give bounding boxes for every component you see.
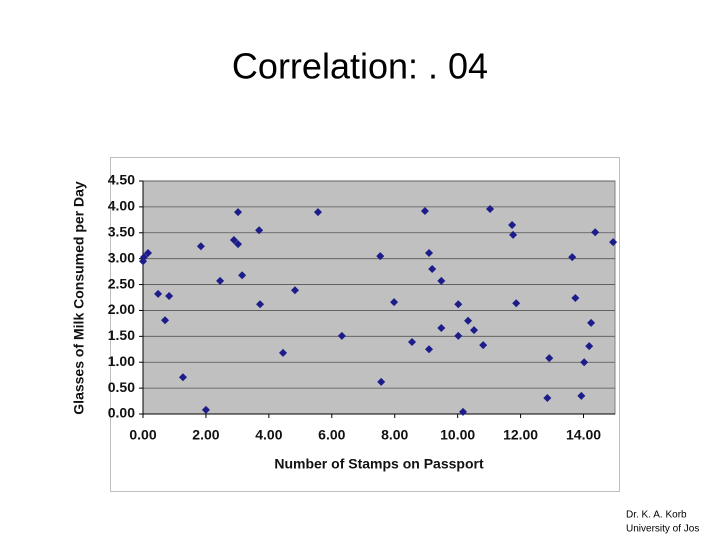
y-tick-label: 0.50 [108,379,135,395]
data-point [580,358,589,367]
data-point [568,253,577,262]
data-point [139,253,148,262]
data-point [454,331,463,340]
data-point [591,228,600,237]
data-point [255,226,264,235]
data-point [201,405,210,414]
x-tick-label: 6.00 [318,427,345,443]
data-point [459,407,468,416]
data-point [545,354,554,363]
y-tick-label: 4.00 [108,198,135,214]
y-axis-label: Glasses of Milk Consumed per Day [71,181,87,415]
data-point [577,391,586,400]
x-tick-label: 10.00 [440,427,475,443]
data-point [196,242,205,251]
data-point [390,298,399,307]
data-point [425,345,434,354]
y-tick-label: 1.50 [108,327,135,343]
data-point [437,324,446,333]
x-tick-label: 4.00 [255,427,282,443]
data-point [609,238,618,247]
data-point [464,316,473,325]
data-point [216,276,225,285]
y-tick-label: 1.00 [108,353,135,369]
data-point [238,271,247,280]
data-point [376,252,385,261]
data-point [337,331,346,340]
data-point [437,276,446,285]
data-point [585,342,594,351]
data-point [470,326,479,335]
data-point [512,299,521,308]
data-point [290,286,299,295]
data-point [377,377,386,386]
data-point [178,373,187,382]
data-point [543,393,552,402]
data-point [165,291,174,300]
data-point [486,204,495,213]
data-point [428,265,437,274]
footer-line: Dr. K. A. Korb [626,510,687,521]
data-point [144,248,153,257]
plot-area [142,180,616,415]
data-point [234,208,243,217]
data-point [587,318,596,327]
x-tick-label: 2.00 [192,427,219,443]
x-axis-label: Number of Stamps on Passport [274,456,484,472]
y-tick-label: 0.00 [108,405,135,421]
data-point [479,341,488,350]
data-point [229,236,238,245]
data-point [454,300,463,309]
data-point [313,208,322,217]
y-tick-label: 2.50 [108,275,135,291]
data-point [154,289,163,298]
data-point [509,230,518,239]
y-tick-label: 2.00 [108,301,135,317]
data-point [425,248,434,257]
footer-line: University of Jos [626,524,699,535]
data-point [279,348,288,357]
data-point [571,294,580,303]
y-tick-label: 3.50 [108,223,135,239]
data-point [161,316,170,325]
y-tick-label: 4.50 [108,172,135,188]
x-tick-label: 8.00 [381,427,408,443]
x-tick-label: 12.00 [503,427,538,443]
data-point [256,300,265,309]
x-tick-label: 14.00 [566,427,601,443]
slide-title: Correlation: . 04 [232,46,488,87]
data-point [408,338,417,347]
x-tick-label: 0.00 [129,427,156,443]
data-point [420,207,429,216]
y-tick-label: 3.00 [108,249,135,265]
data-point [508,221,517,230]
data-point [234,240,243,249]
